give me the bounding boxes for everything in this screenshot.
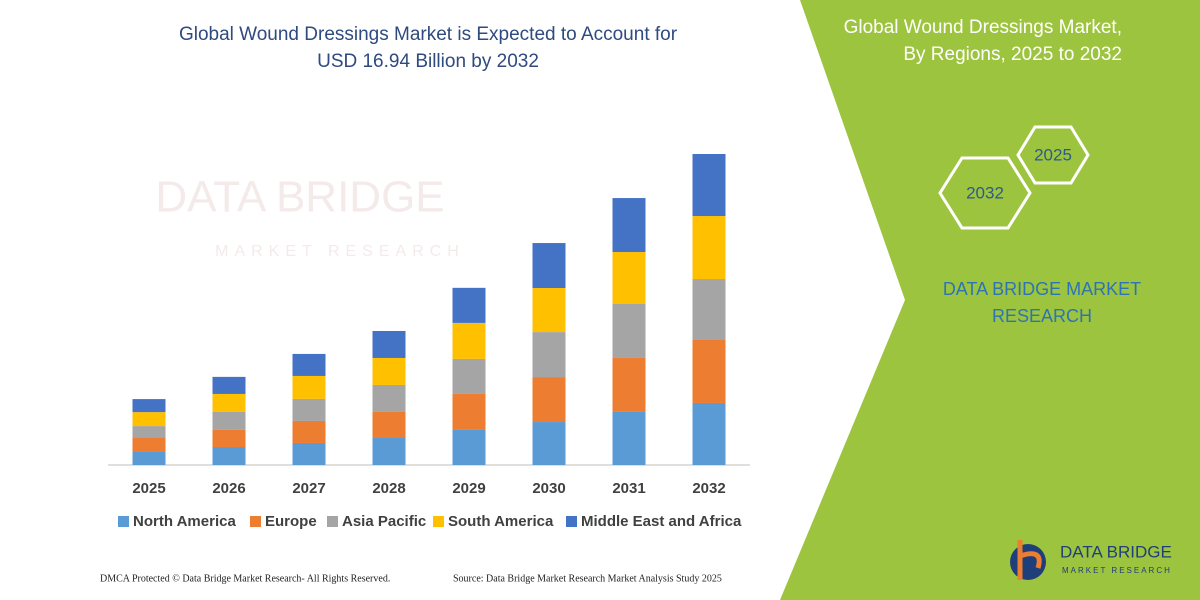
bar-segment xyxy=(132,451,166,465)
bar-segment xyxy=(132,438,166,452)
hexagon-label: 2025 xyxy=(1034,145,1072,164)
bar-segment xyxy=(692,216,726,280)
x-tick-label: 2029 xyxy=(452,480,485,497)
brand-text: RESEARCH xyxy=(992,306,1092,326)
bar-segment xyxy=(532,377,566,423)
bar-segment xyxy=(132,426,166,439)
bar-segment xyxy=(612,198,646,253)
footer-text: Source: Data Bridge Market Research Mark… xyxy=(453,573,722,584)
chart-title: USD 16.94 Billion by 2032 xyxy=(317,51,539,72)
bar-segment xyxy=(132,412,166,427)
bar-segment xyxy=(532,288,566,333)
bar-segment xyxy=(212,429,246,448)
bar-segment xyxy=(532,243,566,289)
panel-title: By Regions, 2025 to 2032 xyxy=(903,44,1122,65)
bar-segment xyxy=(612,411,646,465)
logo-text: DATA BRIDGE xyxy=(1060,542,1172,561)
bar-segment xyxy=(372,438,406,465)
logo-text: MARKET RESEARCH xyxy=(1062,566,1172,575)
bar-segment xyxy=(292,353,326,376)
bar-segment xyxy=(212,447,246,465)
legend-swatch xyxy=(118,516,129,527)
bar-segment xyxy=(692,154,726,217)
bar-segment xyxy=(452,322,486,359)
bar-segment xyxy=(372,411,406,439)
bar-segment xyxy=(292,442,326,465)
watermark: DATA BRIDGE xyxy=(155,173,444,222)
bar-segment xyxy=(212,393,246,412)
bar-segment xyxy=(692,402,726,465)
brand-text: DATA BRIDGE MARKET xyxy=(943,279,1141,299)
bar-segment xyxy=(212,376,246,394)
x-tick-label: 2028 xyxy=(372,480,405,497)
legend-label: Middle East and Africa xyxy=(581,513,742,530)
x-tick-label: 2026 xyxy=(212,480,245,497)
bar-segment xyxy=(292,398,326,421)
hexagon xyxy=(938,156,1032,230)
bar-segment xyxy=(132,399,166,413)
legend-label: South America xyxy=(448,513,554,530)
legend-label: North America xyxy=(133,513,236,530)
hexagon xyxy=(1016,125,1090,185)
bar-segment xyxy=(292,375,326,399)
bar-segment xyxy=(612,357,646,412)
x-tick-label: 2030 xyxy=(532,480,565,497)
bar-segment xyxy=(212,411,246,430)
legend-label: Europe xyxy=(265,513,317,530)
hexagon-label: 2032 xyxy=(966,183,1004,202)
bar-segment xyxy=(372,384,406,412)
bar-segment xyxy=(692,279,726,340)
bar-segment xyxy=(372,357,406,385)
x-tick-label: 2025 xyxy=(132,480,165,497)
bar-segment xyxy=(612,303,646,358)
footer-text: DMCA Protected © Data Bridge Market Rese… xyxy=(100,573,390,584)
legend-label: Asia Pacific xyxy=(342,513,426,530)
legend-swatch xyxy=(250,516,261,527)
bar-segment xyxy=(372,330,406,358)
bar-segment xyxy=(532,332,566,378)
x-tick-label: 2027 xyxy=(292,480,325,497)
legend-swatch xyxy=(433,516,444,527)
side-panel xyxy=(780,0,1200,600)
logo-icon xyxy=(1017,540,1042,580)
panel-title: Global Wound Dressings Market, xyxy=(844,17,1122,38)
bar-segment xyxy=(452,287,486,323)
watermark: MARKET RESEARCH xyxy=(215,243,465,260)
bar-segment xyxy=(452,393,486,430)
bar-segment xyxy=(292,420,326,443)
bar-segment xyxy=(692,339,726,403)
bar-segment xyxy=(452,429,486,465)
chart-title: Global Wound Dressings Market is Expecte… xyxy=(179,24,678,45)
bar-segment xyxy=(452,358,486,394)
bar-segment xyxy=(612,252,646,304)
x-tick-label: 2031 xyxy=(612,480,645,497)
legend-swatch xyxy=(327,516,338,527)
bar-segment xyxy=(532,422,566,465)
x-tick-label: 2032 xyxy=(692,480,725,497)
legend-swatch xyxy=(566,516,577,527)
